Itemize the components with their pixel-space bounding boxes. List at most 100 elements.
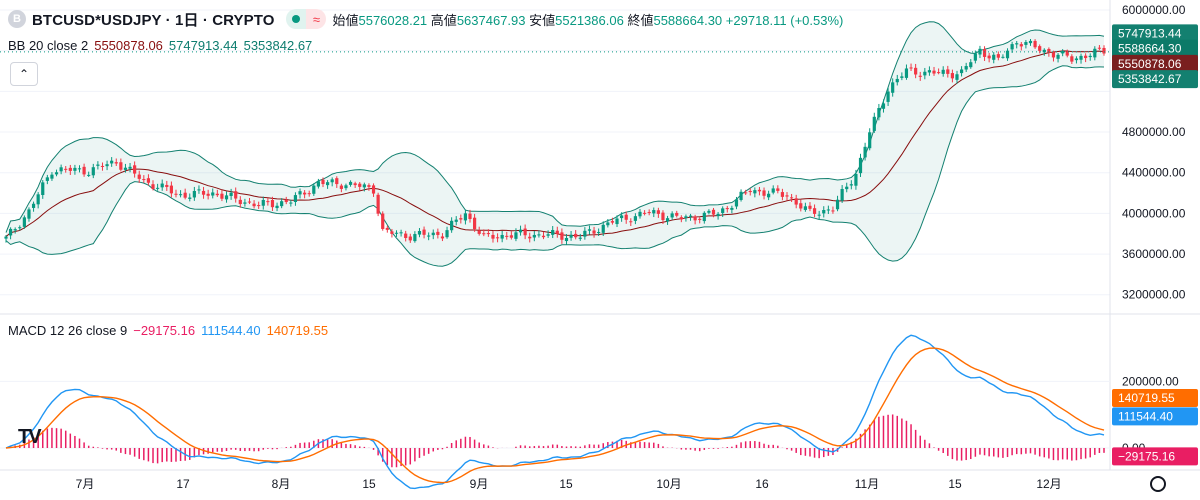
- candle: [50, 174, 54, 179]
- candle: [831, 210, 835, 212]
- candle: [183, 192, 187, 198]
- candle: [468, 213, 472, 219]
- price-badge-text: 5550878.06: [1118, 57, 1182, 71]
- candle: [330, 179, 334, 183]
- time-tick-label: 15: [559, 477, 573, 491]
- tradingview-logo[interactable]: TV: [18, 426, 42, 448]
- candle: [684, 216, 688, 219]
- macd-legend[interactable]: MACD 12 26 close 9 −29175.16 111544.40 1…: [8, 323, 328, 338]
- candle: [486, 233, 490, 235]
- candle: [284, 199, 288, 203]
- candle: [863, 146, 867, 158]
- candle: [757, 189, 762, 192]
- candle: [670, 213, 674, 218]
- candle: [992, 54, 996, 60]
- bb-legend[interactable]: BB 20 close 2 5550878.06 5747913.44 5353…: [8, 38, 312, 53]
- candle: [688, 215, 693, 217]
- candle: [413, 234, 417, 242]
- macd-badge: [1112, 447, 1198, 466]
- time-tick-label: 9月: [470, 477, 489, 491]
- candle: [13, 229, 17, 231]
- candle: [381, 213, 385, 229]
- candle: [220, 193, 224, 199]
- candle: [725, 208, 729, 210]
- candle: [665, 218, 670, 222]
- candle: [656, 210, 660, 214]
- candle: [91, 167, 95, 176]
- candle: [252, 203, 256, 207]
- candle: [64, 168, 68, 170]
- time-tick-label: 17: [176, 477, 190, 491]
- candle: [82, 166, 86, 175]
- candle: [959, 69, 964, 74]
- macd-legend-name: MACD 12 26 close 9: [8, 323, 128, 338]
- candle: [996, 54, 1000, 58]
- candle: [978, 48, 982, 55]
- candle: [1051, 52, 1056, 58]
- collapse-legend-button[interactable]: ⌃: [10, 62, 38, 86]
- price-badge-text: 5747913.44: [1118, 26, 1182, 40]
- candle: [895, 78, 899, 83]
- candle: [1028, 40, 1033, 44]
- candle: [404, 233, 408, 239]
- candle: [514, 232, 518, 239]
- candle: [197, 189, 201, 191]
- candle: [1074, 58, 1079, 61]
- candle: [335, 178, 339, 185]
- candle: [721, 208, 725, 213]
- candle: [881, 103, 886, 109]
- candle: [303, 192, 307, 195]
- candle: [1033, 40, 1037, 48]
- candle: [822, 210, 826, 214]
- candle: [854, 173, 858, 186]
- price-tick-label: 6000000.00: [1122, 3, 1186, 17]
- candle: [707, 210, 711, 213]
- market-status-icon[interactable]: [286, 9, 307, 29]
- macd-badge-text: 140719.55: [1118, 391, 1175, 405]
- candle: [316, 181, 321, 187]
- macd-badge-text: 111544.40: [1118, 409, 1173, 423]
- candle: [4, 236, 8, 239]
- candle: [803, 206, 807, 210]
- candle: [54, 172, 59, 175]
- candle: [500, 234, 504, 239]
- candle: [243, 202, 247, 204]
- candle: [211, 192, 215, 196]
- candle: [192, 190, 196, 198]
- candle: [1042, 49, 1046, 53]
- candle: [477, 230, 481, 234]
- candle: [753, 190, 757, 194]
- candle: [36, 194, 40, 205]
- candle: [371, 185, 376, 194]
- candle: [1038, 46, 1042, 51]
- price-tick-label: 3200000.00: [1122, 288, 1186, 302]
- candle: [799, 203, 803, 209]
- candle: [606, 222, 610, 226]
- candle: [312, 185, 316, 194]
- candle: [546, 234, 550, 236]
- candle: [454, 219, 458, 222]
- candle: [1084, 55, 1088, 59]
- candle: [620, 215, 624, 219]
- bb-basis-line: [5, 50, 1105, 237]
- candle: [41, 182, 45, 196]
- candle: [578, 237, 582, 239]
- candle: [463, 213, 468, 221]
- compare-wave-icon[interactable]: ≈: [306, 9, 327, 29]
- candle: [298, 191, 302, 195]
- candle: [1019, 44, 1023, 47]
- candle: [785, 195, 789, 197]
- candle: [238, 199, 242, 205]
- symbol-icon[interactable]: B: [8, 10, 26, 28]
- symbol-title[interactable]: BTCUSD*USDJPY · 1日 · CRYPTO: [32, 11, 275, 29]
- gear-icon[interactable]: [1150, 476, 1166, 492]
- candle: [45, 177, 49, 181]
- candle: [909, 67, 913, 69]
- candle: [771, 188, 775, 193]
- candle: [362, 184, 366, 188]
- time-tick-label: 16: [755, 477, 769, 491]
- candle: [1097, 47, 1102, 49]
- candle: [431, 232, 435, 236]
- time-tick-label: 15: [948, 477, 962, 491]
